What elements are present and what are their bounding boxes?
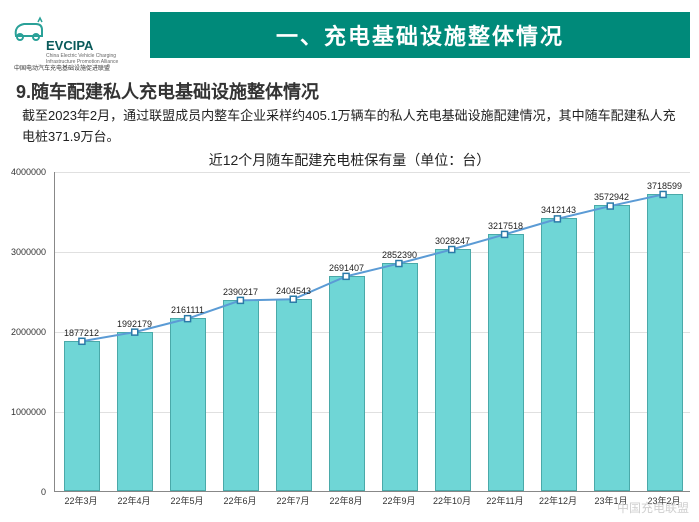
bar-value-label: 1992179 (105, 319, 165, 329)
y-tick-label: 0 (41, 487, 46, 497)
bar-value-label: 3412143 (529, 205, 589, 215)
x-axis: 22年3月22年4月22年5月22年6月22年7月22年8月22年9月22年10… (54, 494, 690, 514)
logo-chinese: 中国电动汽车充电基础设施促进联盟 (14, 63, 110, 72)
x-tick-label: 22年8月 (320, 494, 373, 507)
y-axis: 01000000200000030000004000000 (0, 172, 50, 492)
x-tick-label: 22年4月 (108, 494, 161, 507)
y-tick-label: 1000000 (11, 407, 46, 417)
x-tick-label: 22年9月 (373, 494, 426, 507)
x-tick-label: 22年12月 (532, 494, 585, 507)
x-tick-label: 22年10月 (426, 494, 479, 507)
x-tick-label: 22年5月 (161, 494, 214, 507)
x-tick-label: 22年3月 (55, 494, 108, 507)
bar-value-label: 2404543 (264, 286, 324, 296)
bar-value-label: 1877212 (52, 328, 112, 338)
logo: EVCIPA China Electric Vehicle Charging I… (8, 8, 143, 66)
bar-value-label: 3718599 (635, 181, 695, 191)
x-tick-label: 23年2月 (638, 494, 691, 507)
bar-value-label: 3572942 (582, 192, 642, 202)
bar-value-label: 2161111 (158, 305, 218, 315)
car-icon (10, 16, 46, 46)
section-body: 截至2023年2月，通过联盟成员内整车企业采样约405.1万辆车的私人充电基础设… (22, 106, 677, 148)
y-tick-label: 4000000 (11, 167, 46, 177)
chart-title: 近12个月随车配建充电桩保有量（单位：台） (0, 150, 699, 170)
bar-value-label: 3217518 (476, 221, 536, 231)
y-tick-label: 3000000 (11, 247, 46, 257)
bar-value-label: 2691407 (317, 263, 377, 273)
chart-plot: 18772121992179 2161111 23902172404543 26914… (54, 172, 690, 492)
bar-value-label: 3028247 (423, 236, 483, 246)
x-tick-label: 23年1月 (585, 494, 638, 507)
header-bar: 一、充电基础设施整体情况 (150, 12, 690, 58)
bar-value-label: 2390217 (211, 287, 271, 297)
x-tick-label: 22年7月 (267, 494, 320, 507)
trend-line (55, 172, 690, 491)
x-tick-label: 22年11月 (479, 494, 532, 507)
bar-value-label: 2852390 (370, 250, 430, 260)
y-tick-label: 2000000 (11, 327, 46, 337)
x-tick-label: 22年6月 (214, 494, 267, 507)
header-title: 一、充电基础设施整体情况 (276, 19, 564, 51)
logo-text: EVCIPA (46, 38, 93, 53)
section-title: 9.随车配建私人充电基础设施整体情况 (16, 78, 319, 104)
